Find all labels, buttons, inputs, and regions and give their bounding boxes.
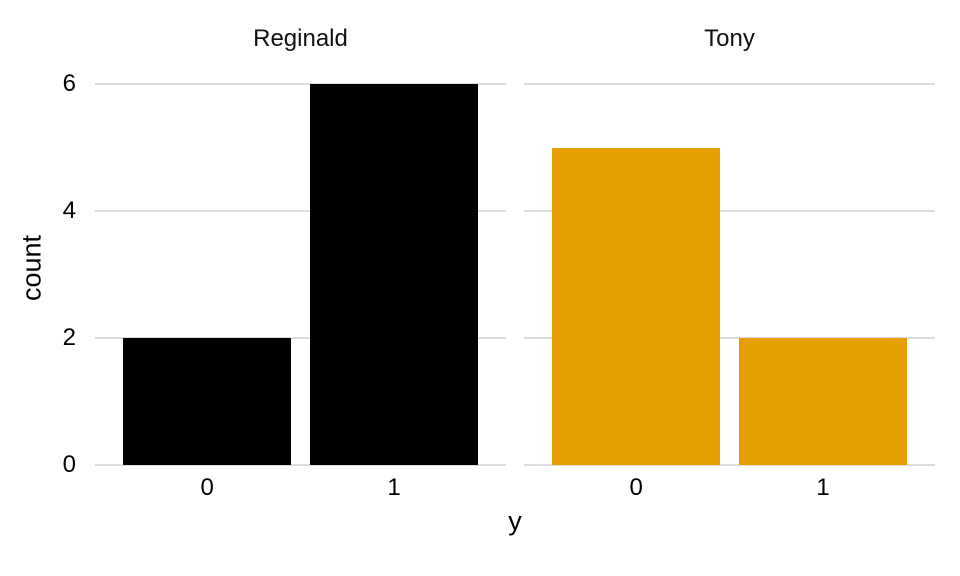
facet-title: Reginald — [253, 25, 348, 52]
gridline — [524, 464, 935, 466]
x-axis-title: y — [508, 506, 522, 536]
gridline — [95, 337, 506, 340]
gridline — [524, 83, 935, 86]
bar-reginald-x0 — [122, 338, 292, 465]
y-tick-label: 6 — [62, 70, 76, 98]
gridline — [524, 337, 935, 340]
gridline — [95, 210, 506, 213]
bar-tony-x1 — [738, 338, 907, 465]
plot-region: Reginald 0 1 Tony 0 1 — [95, 25, 935, 501]
x-tick-label: 0 — [200, 474, 214, 501]
y-tick-label: 2 — [62, 324, 76, 352]
y-tick-label: 0 — [62, 451, 76, 478]
facet-title: Tony — [704, 25, 755, 52]
bar-tony-x0 — [551, 147, 721, 465]
gridline — [95, 83, 506, 86]
facet-panel-tony: Tony 0 1 — [524, 25, 935, 501]
gridline — [524, 210, 935, 213]
gridline — [95, 464, 506, 466]
y-tick-label: 4 — [62, 197, 76, 225]
bar-reginald-x1 — [309, 84, 478, 465]
y-axis-tick-labels: 0 2 4 6 — [0, 65, 76, 478]
x-tick-label: 1 — [816, 474, 830, 501]
facet-panel-reginald: Reginald 0 1 — [95, 25, 506, 501]
x-tick-label: 0 — [629, 474, 643, 501]
x-tick-label: 1 — [387, 474, 401, 501]
